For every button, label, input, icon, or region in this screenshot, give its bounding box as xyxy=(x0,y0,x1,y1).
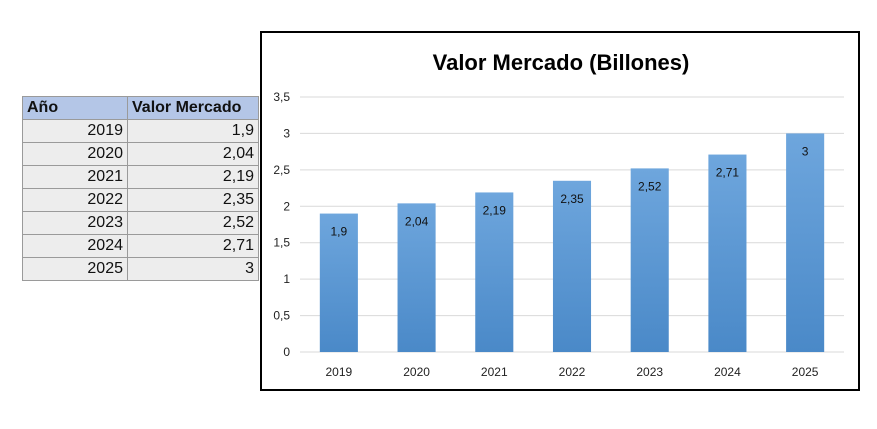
chart-container[interactable]: Valor Mercado (Billones) 0 0,5 1 1,5 2 2,5 3 3,… xyxy=(260,31,860,391)
cell-year[interactable]: 2025 xyxy=(22,257,128,281)
header-value[interactable]: Valor Mercado xyxy=(127,96,259,120)
data-label: 2,71 xyxy=(716,166,740,180)
y-tick-label: 1 xyxy=(283,272,290,286)
bar[interactable] xyxy=(319,213,358,352)
y-tick-label: 2,5 xyxy=(273,163,290,177)
table-row: 2025 3 xyxy=(22,257,259,281)
data-label: 1,9 xyxy=(331,225,348,239)
cell-value[interactable]: 2,71 xyxy=(127,234,259,258)
cell-value[interactable]: 2,52 xyxy=(127,211,259,235)
x-tick-label: 2020 xyxy=(403,365,430,379)
bar[interactable] xyxy=(708,154,747,352)
data-label: 2,04 xyxy=(405,214,429,228)
cell-year[interactable]: 2022 xyxy=(22,188,128,212)
x-tick-label: 2022 xyxy=(559,365,586,379)
cell-year[interactable]: 2023 xyxy=(22,211,128,235)
table-row: 2021 2,19 xyxy=(22,165,259,189)
data-label: 3 xyxy=(802,144,809,158)
x-tick-label: 2019 xyxy=(326,365,353,379)
y-tick-label: 2 xyxy=(283,199,290,213)
cell-value[interactable]: 3 xyxy=(127,257,259,281)
y-tick-label: 0,5 xyxy=(273,309,290,323)
x-tick-label: 2021 xyxy=(481,365,508,379)
bar[interactable] xyxy=(552,180,592,352)
table-row: 2023 2,52 xyxy=(22,211,259,235)
x-tick-label: 2025 xyxy=(792,365,819,379)
cell-year[interactable]: 2024 xyxy=(22,234,128,258)
cell-year[interactable]: 2020 xyxy=(22,142,128,166)
data-label: 2,35 xyxy=(560,192,584,206)
data-label: 2,52 xyxy=(638,179,662,193)
table-row: 2020 2,04 xyxy=(22,142,259,166)
cell-value[interactable]: 2,35 xyxy=(127,188,259,212)
y-tick-label: 3,5 xyxy=(273,90,290,104)
x-tick-label: 2024 xyxy=(714,365,741,379)
x-tick-label: 2023 xyxy=(636,365,663,379)
table-row: 2022 2,35 xyxy=(22,188,259,212)
bar[interactable] xyxy=(786,133,825,352)
y-tick-label: 0 xyxy=(283,345,290,359)
table-header-row: Año Valor Mercado xyxy=(22,96,259,120)
y-tick-label: 3 xyxy=(283,126,290,140)
table-row: 2019 1,9 xyxy=(22,119,259,143)
cell-value[interactable]: 2,19 xyxy=(127,165,259,189)
bar[interactable] xyxy=(475,192,514,352)
cell-year[interactable]: 2019 xyxy=(22,119,128,143)
data-table: Año Valor Mercado 2019 1,9 2020 2,04 2021 2,1… xyxy=(22,96,259,281)
bar-chart: Valor Mercado (Billones) 0 0,5 1 1,5 2 2,5 3 3,… xyxy=(273,50,844,379)
y-tick-label: 1,5 xyxy=(273,236,290,250)
bar[interactable] xyxy=(397,203,436,352)
table-row: 2024 2,71 xyxy=(22,234,259,258)
data-label: 2,19 xyxy=(483,203,507,217)
chart-title: Valor Mercado (Billones) xyxy=(433,50,690,75)
header-year[interactable]: Año xyxy=(22,96,128,120)
cell-value[interactable]: 2,04 xyxy=(127,142,259,166)
bar[interactable] xyxy=(630,168,669,352)
cell-year[interactable]: 2021 xyxy=(22,165,128,189)
cell-value[interactable]: 1,9 xyxy=(127,119,259,143)
